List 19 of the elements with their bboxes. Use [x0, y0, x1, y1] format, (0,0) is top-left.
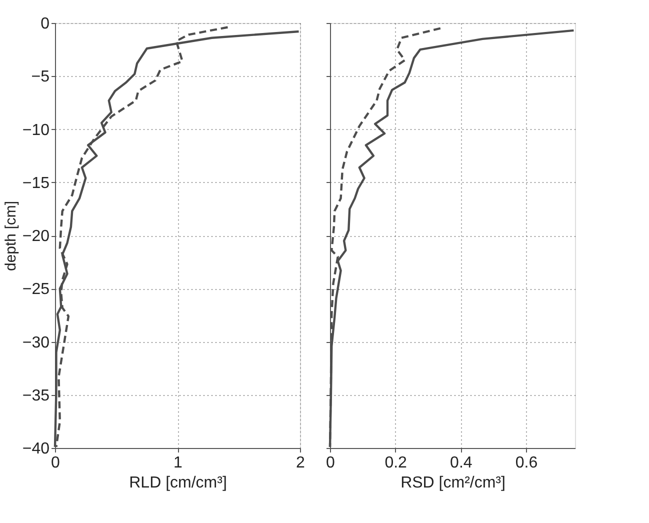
x-axis-title: RSD [cm²/cm³]: [400, 474, 506, 492]
x-tick-label: 0.2: [384, 454, 408, 472]
x-tick-label: 1: [174, 454, 183, 472]
y-tick-label: −25: [22, 281, 50, 298]
y-tick-label: −35: [22, 387, 50, 404]
y-tick-label: −20: [22, 228, 50, 245]
x-tick-label: 2: [296, 454, 306, 472]
x-axis-title: RLD [cm/cm³]: [129, 474, 227, 492]
y-tick-label: −40: [22, 440, 50, 458]
x-tick-label: 0.4: [450, 454, 472, 472]
y-tick-label: 0: [40, 16, 50, 32]
y-axis-title: depth [cm]: [2, 200, 20, 272]
y-tick-label: −5: [31, 68, 50, 86]
x-tick-label: 0: [51, 454, 60, 472]
x-tick-label: 0: [326, 454, 336, 472]
x-tick-label: 0.6: [515, 454, 538, 472]
y-tick-label: −15: [22, 174, 50, 192]
y-tick-label: −10: [22, 122, 50, 139]
y-tick-label: −30: [22, 334, 50, 352]
